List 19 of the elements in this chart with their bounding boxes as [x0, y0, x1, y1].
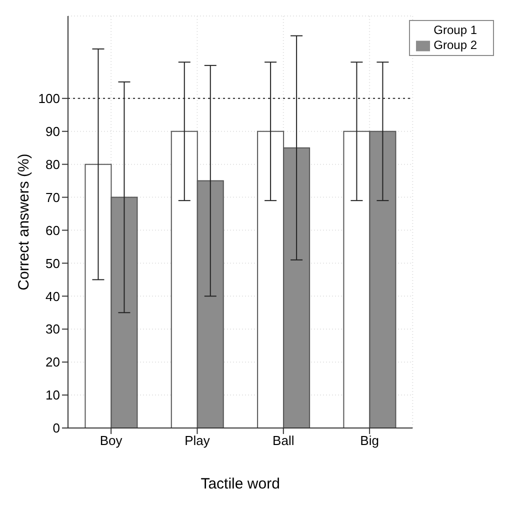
y-tick-label: 100 [38, 91, 60, 106]
y-axis-title: Correct answers (%) [15, 154, 32, 290]
y-tick-label: 50 [46, 256, 60, 271]
y-tick-label: 80 [46, 156, 60, 172]
x-tick-label: Boy [100, 433, 123, 448]
x-tick-label: Ball [272, 433, 294, 448]
y-tick-label: 10 [46, 388, 60, 403]
y-tick-label: 0 [52, 420, 60, 436]
x-tick-label: Play [184, 433, 210, 448]
y-tick-label: 90 [46, 124, 60, 139]
legend-label: Group 2 [434, 38, 477, 52]
x-axis-title: Tactile word [200, 476, 280, 493]
text: Group 1 [434, 23, 477, 37]
y-tick-label: 30 [46, 322, 60, 337]
x-tick-label: Big [360, 433, 379, 448]
y-tick-label: 60 [46, 222, 60, 238]
y-tick-label: 70 [46, 190, 60, 205]
y-tick-label: 40 [46, 288, 60, 304]
y-tick-label: 20 [46, 354, 60, 370]
